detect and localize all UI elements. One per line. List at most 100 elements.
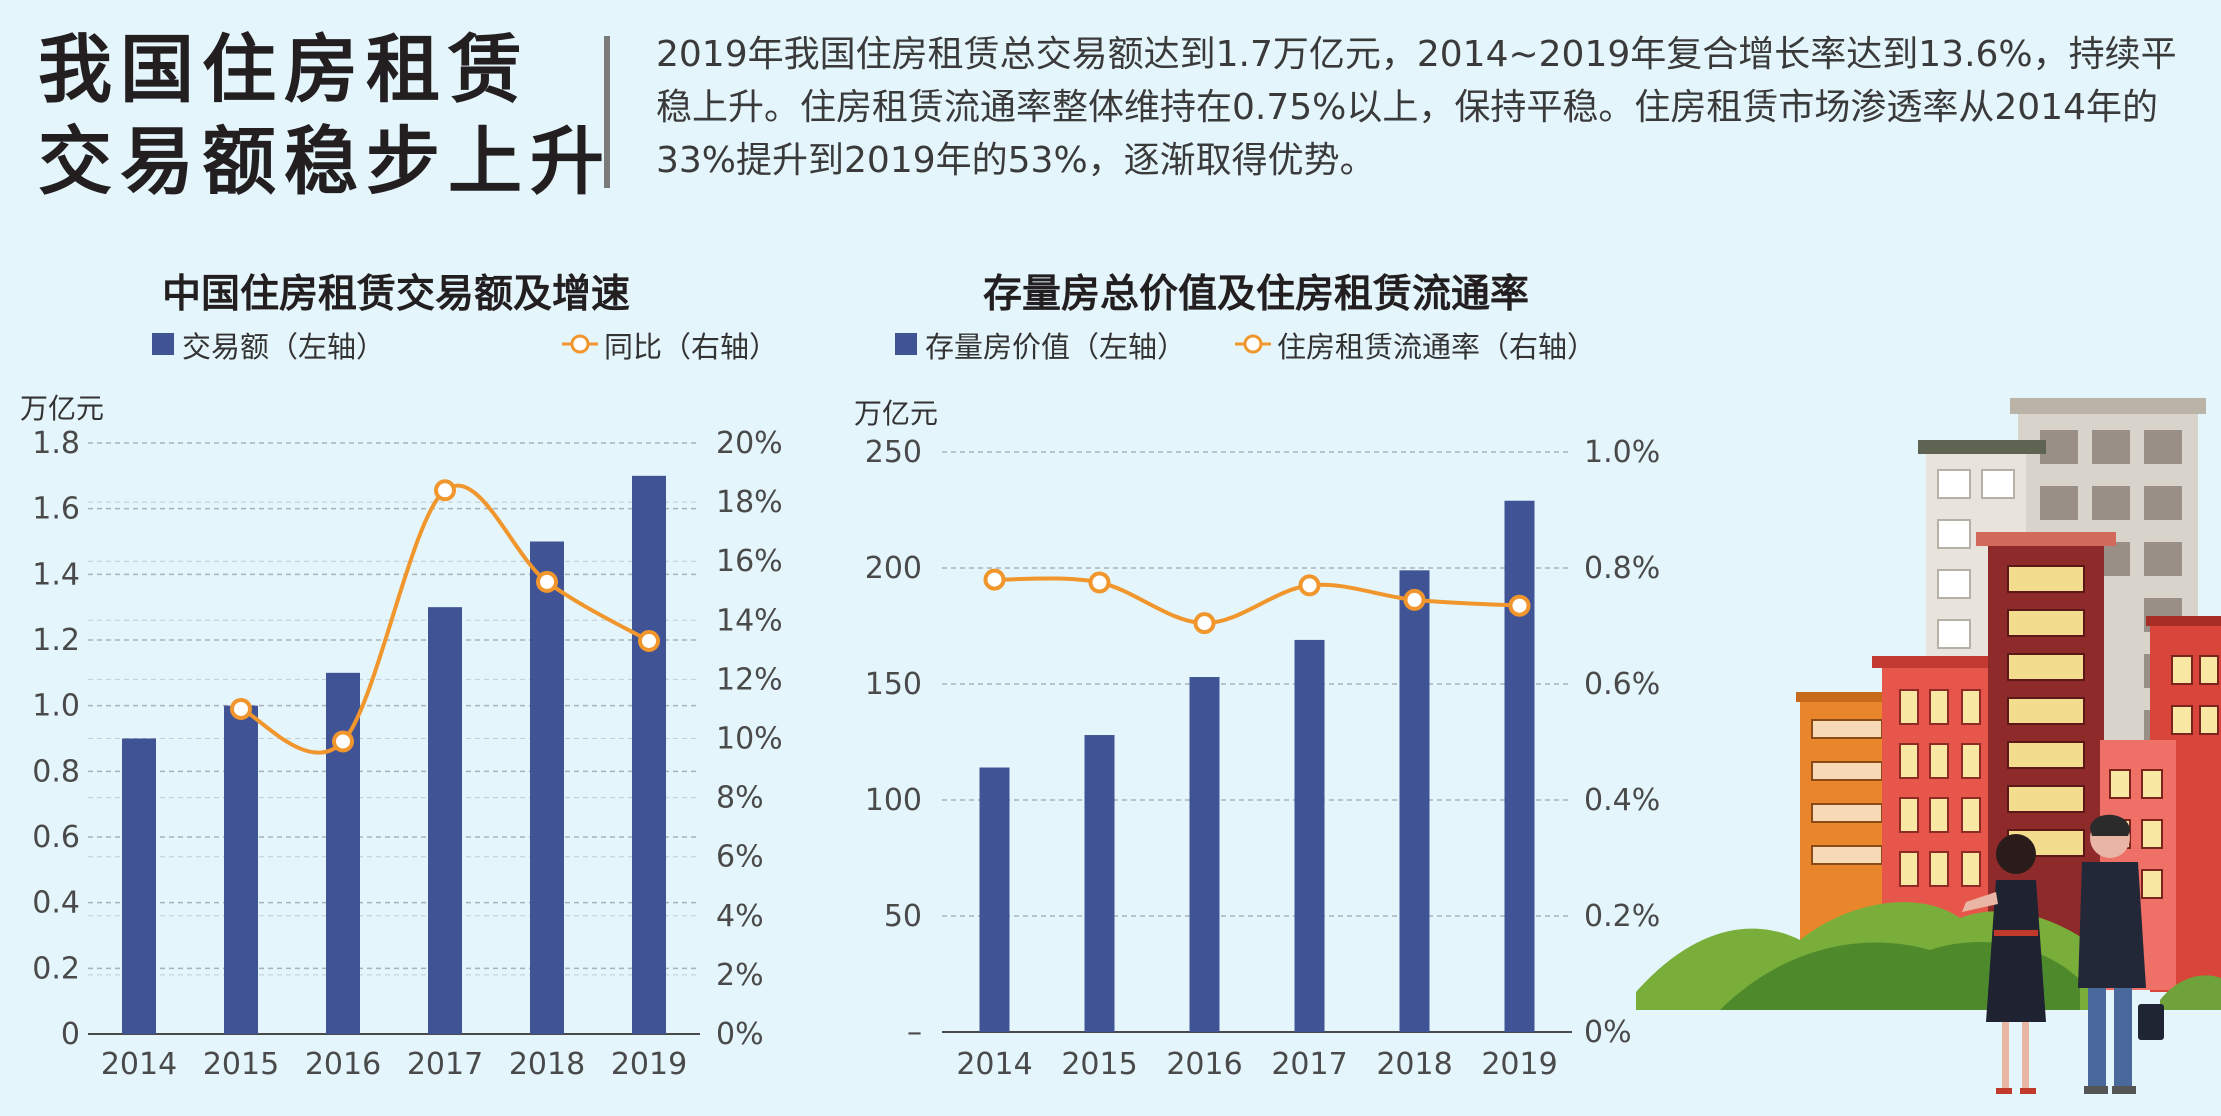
- left-tick-label: 0.2: [32, 951, 80, 986]
- bar-2015: [224, 705, 258, 1034]
- right-tick-label: 12%: [716, 662, 783, 697]
- x-tick-label: 2019: [1481, 1047, 1557, 1082]
- orange-building-roof: [1796, 692, 1898, 702]
- dark-red-tower-roof: [1976, 532, 2116, 546]
- line-point-2018: [536, 570, 558, 593]
- legend-bar-swatch: [895, 333, 917, 355]
- red-building-windows: [1899, 689, 1981, 887]
- woman-figure: [1962, 834, 2046, 1094]
- man-figure: [2078, 814, 2164, 1094]
- left-tick-label: –: [907, 1015, 922, 1050]
- grey-building-roof: [2010, 398, 2206, 414]
- x-tick-label: 2017: [407, 1047, 483, 1082]
- right-tick-label: 0.8%: [1584, 551, 1660, 586]
- left-tick-label: 1.6: [32, 492, 80, 527]
- headline-line-1: 我国住房租赁: [38, 27, 530, 113]
- right-tick-label: 18%: [716, 485, 783, 520]
- bar-2017: [428, 607, 462, 1034]
- intro-paragraph: 2019年我国住房租赁总交易额达到1.7万亿元，2014~2019年复合增长率达…: [656, 34, 2177, 181]
- legend-line-marker: [1243, 334, 1263, 354]
- line-point-2015: [1088, 571, 1111, 594]
- left-tick-label: 0.6: [32, 820, 80, 855]
- divider: [604, 36, 610, 188]
- x-tick-label: 2017: [1271, 1047, 1347, 1082]
- x-tick-label: 2016: [1166, 1047, 1242, 1082]
- city-illustration: [1636, 398, 2221, 1094]
- headline: 我国住房租赁 交易额稳步上升: [38, 24, 612, 208]
- x-tick-label: 2015: [203, 1047, 279, 1082]
- line-point-2016: [332, 730, 354, 753]
- right-tick-label: 2%: [716, 958, 764, 993]
- line-point-2017: [434, 479, 456, 502]
- x-tick-label: 2016: [305, 1047, 381, 1082]
- right-tick-label: 0%: [1584, 1015, 1632, 1050]
- left-axis-unit: 万亿元: [854, 397, 938, 430]
- line-point-2014: [983, 568, 1006, 591]
- chart-title: 存量房总价值及住房租赁流通率: [983, 272, 1529, 317]
- right-tick-label: 8%: [716, 781, 764, 816]
- right-tick-label: 0.4%: [1584, 783, 1660, 818]
- right-tick-label: 1.0%: [1584, 435, 1660, 470]
- light-building-roof: [1918, 440, 2046, 454]
- legend-bar-label: 交易额（左轴）: [182, 330, 385, 364]
- x-tick-label: 2018: [1376, 1047, 1452, 1082]
- red-building-roof: [1872, 656, 2012, 668]
- left-axis-unit: 万亿元: [20, 392, 104, 425]
- right-tick-label: 0.6%: [1584, 667, 1660, 702]
- line-point-2019: [638, 629, 660, 652]
- legend-line-label: 同比（右轴）: [604, 330, 778, 364]
- left-tick-label: 0: [61, 1017, 80, 1052]
- right-red-building-roof: [2146, 616, 2221, 626]
- left-tick-label: 0.4: [32, 886, 80, 921]
- left-tick-label: 1.0: [32, 689, 80, 724]
- bar-2016: [1189, 677, 1220, 1032]
- right-tick-label: 16%: [716, 544, 783, 579]
- left-tick-label: 100: [865, 783, 922, 818]
- x-tick-label: 2018: [509, 1047, 585, 1082]
- right-tick-label: 14%: [716, 603, 783, 638]
- left-tick-label: 0.8: [32, 754, 80, 789]
- left-tick-label: 50: [884, 899, 922, 934]
- left-tick-label: 250: [865, 435, 922, 470]
- legend-line-label: 住房租赁流通率（右轴）: [1277, 330, 1596, 364]
- line-point-2016: [1193, 612, 1216, 635]
- legend-line-marker: [570, 334, 590, 354]
- legend-bar-swatch: [152, 333, 174, 355]
- x-tick-label: 2015: [1061, 1047, 1137, 1082]
- dark-red-tower-windows: [2007, 565, 2085, 857]
- bar-2018: [530, 541, 564, 1034]
- left-tick-label: 1.2: [32, 623, 80, 658]
- line-point-2018: [1403, 588, 1426, 611]
- bar-2017: [1294, 639, 1325, 1032]
- light-building-windows: [1937, 469, 2015, 649]
- bar-2015: [1084, 735, 1115, 1032]
- legend-bar-label: 存量房价值（左轴）: [925, 330, 1186, 364]
- left-tick-label: 200: [865, 551, 922, 586]
- right-tick-label: 20%: [716, 426, 783, 461]
- chart-title: 中国住房租赁交易额及增速: [162, 272, 630, 317]
- series-line: [240, 483, 651, 755]
- headline-line-2: 交易额稳步上升: [38, 119, 612, 205]
- line-point-2019: [1508, 594, 1531, 617]
- x-tick-label: 2014: [101, 1047, 177, 1082]
- series-line: [994, 576, 1520, 626]
- left-tick-label: 1.4: [32, 557, 80, 592]
- left-tick-label: 150: [865, 667, 922, 702]
- line-point-2017: [1298, 574, 1321, 597]
- hill-right: [2160, 975, 2221, 1010]
- right-tick-label: 0.2%: [1584, 899, 1660, 934]
- bar-2014: [122, 738, 156, 1034]
- bar-2018: [1399, 570, 1430, 1032]
- bar-2019: [1504, 500, 1535, 1033]
- bar-2014: [979, 767, 1010, 1032]
- x-tick-label: 2014: [956, 1047, 1032, 1082]
- right-tick-label: 0%: [716, 1017, 764, 1052]
- line-point-2015: [230, 697, 252, 720]
- left-tick-label: 1.8: [32, 426, 80, 461]
- right-tick-label: 10%: [716, 722, 783, 757]
- bar-2019: [632, 475, 666, 1034]
- right-tick-label: 4%: [716, 899, 764, 934]
- x-tick-label: 2019: [611, 1047, 687, 1082]
